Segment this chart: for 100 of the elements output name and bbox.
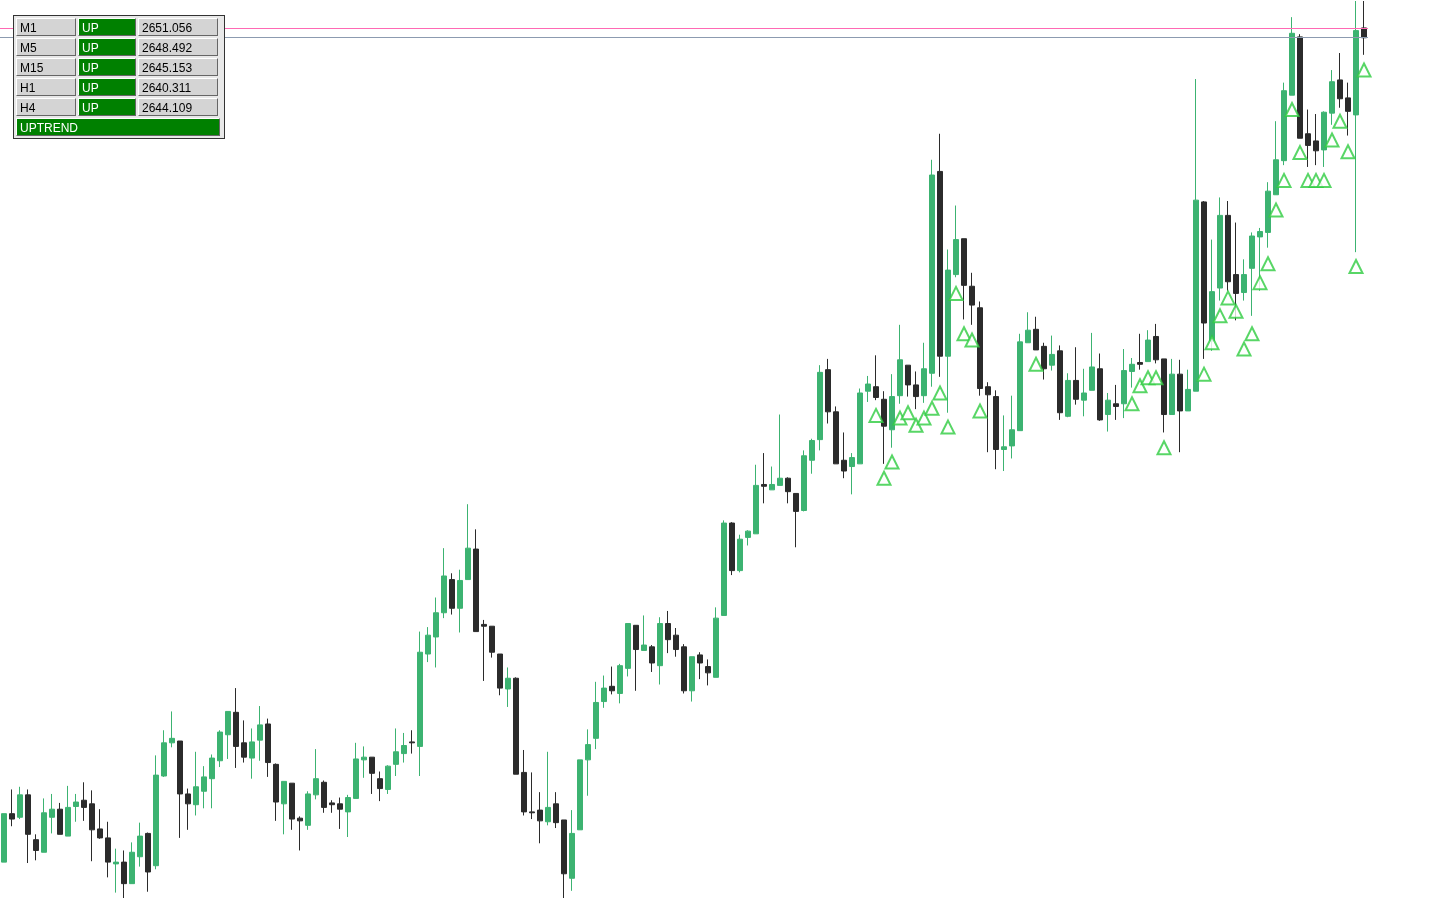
candlestick [617,663,623,704]
candlestick [1009,395,1015,459]
candlestick [329,799,335,814]
candlestick [1281,82,1287,166]
point [1316,172,1332,188]
candlestick [1257,227,1263,292]
candlestick [873,354,879,401]
point [916,410,932,426]
candlestick [185,788,191,831]
candlestick [1177,359,1183,453]
candlestick [625,623,631,677]
candlestick [33,833,39,861]
candlestick [433,597,439,668]
candlestick [849,452,855,495]
candlestick [889,373,895,449]
candlestick [201,765,207,809]
candlestick [497,653,503,696]
candlestick [705,658,711,686]
candlestick [289,782,295,831]
candlestick [865,375,871,403]
candlestick [1289,16,1295,96]
point [940,419,956,435]
candlestick [809,438,815,475]
candlestick [977,301,983,397]
candlestick [521,749,527,816]
candlestick [945,248,951,414]
candlestick [953,205,959,278]
point [1356,62,1372,78]
candlestick [177,740,183,839]
candlestick [913,370,919,410]
candlestick [489,625,495,659]
point [900,405,916,421]
candlestick [657,616,663,686]
candlestick [969,272,975,326]
candlestick [145,832,151,893]
candlestick [1097,353,1103,422]
candlestick [937,133,943,378]
candlestick [265,718,271,778]
candlestick [769,466,775,491]
candlestick [105,821,111,878]
candlestick [385,764,391,795]
annotation: 2645.153 [138,58,218,76]
candlestick [361,745,367,779]
candlestick [825,358,831,424]
annotation: UP [78,98,136,116]
candlestick [1017,333,1023,432]
candlestick [1113,384,1119,421]
candlestick [593,681,599,750]
point [1276,172,1292,188]
candlestick [129,841,135,885]
candlestick [641,614,647,651]
point [884,454,900,470]
candlestick [713,606,719,678]
point [1284,102,1300,118]
candlestick [257,705,263,762]
candlestick [17,786,23,820]
point [1252,275,1268,291]
candlestick [569,809,575,892]
candlestick [649,644,655,673]
point [868,407,884,423]
candlestick [1153,323,1159,364]
candlestick [97,808,103,840]
candlestick [169,710,175,748]
candlestick [737,534,743,573]
candlestick [1185,369,1191,412]
candlestick [689,656,695,703]
point [948,285,964,301]
candlestick [537,791,543,844]
candlestick [1217,196,1223,302]
point [1212,308,1228,324]
candlestick [57,802,63,835]
candlestick [193,751,199,816]
annotation: 2644.109 [138,98,218,116]
point [1324,132,1340,148]
candlestick [1329,69,1335,126]
candlestick [777,414,783,486]
candlestick [761,452,767,504]
point [1236,341,1252,357]
candlestick [281,780,287,835]
candlestick [377,771,383,802]
point [1028,356,1044,372]
candlestick [673,627,679,658]
candlestick [1321,110,1327,168]
annotation: H4 [16,98,76,116]
candlestick [65,785,71,837]
candlestick [121,849,127,899]
candlestick [153,754,159,870]
annotation: H1 [16,78,76,96]
candlestick [161,729,167,778]
point [1124,396,1140,412]
point [932,385,948,401]
candlestick [857,388,863,465]
candlestick [473,528,479,633]
point [1292,145,1308,161]
candlestick [905,364,911,398]
candlestick [1057,344,1063,421]
candlestick [601,675,607,709]
candlestick [225,710,231,760]
point [972,403,988,419]
candlestick [1297,33,1303,139]
